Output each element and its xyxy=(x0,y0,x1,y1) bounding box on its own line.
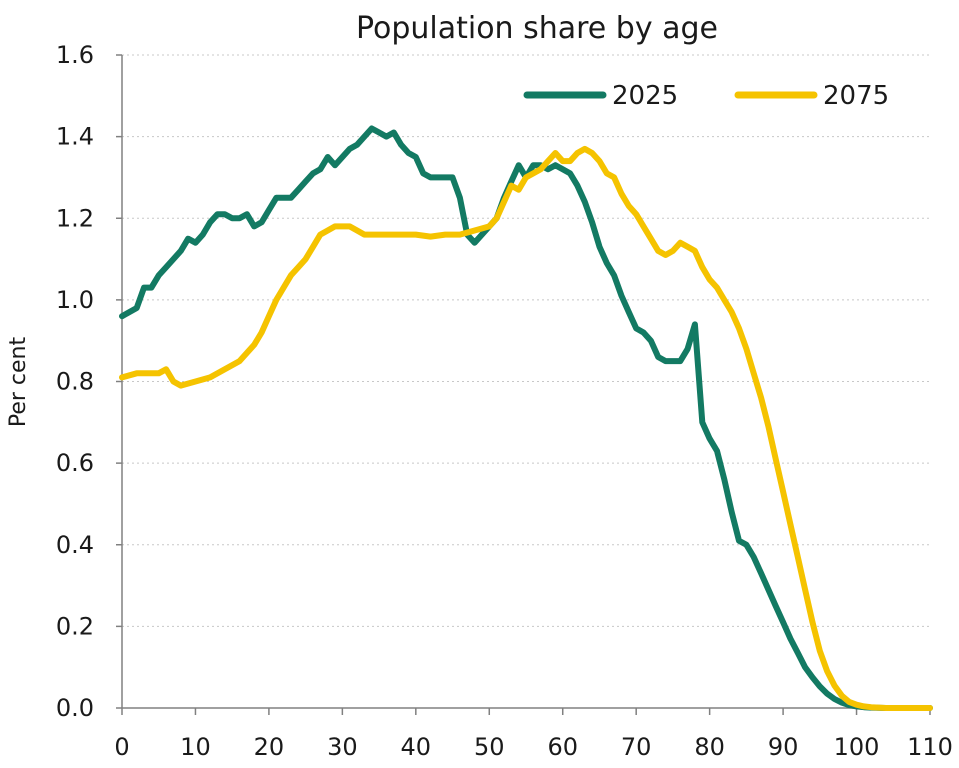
x-tick-90: 90 xyxy=(768,733,799,761)
x-tick-100: 100 xyxy=(834,733,880,761)
x-tick-60: 60 xyxy=(547,733,578,761)
axes xyxy=(116,54,931,715)
y-tick-0.8: 0.8 xyxy=(56,368,94,396)
y-tick-1.4: 1.4 xyxy=(56,123,94,151)
series-line-2075 xyxy=(119,145,933,711)
y-tick-0.4: 0.4 xyxy=(56,531,94,559)
y-tick-0.0: 0.0 xyxy=(56,694,94,722)
x-tick-70: 70 xyxy=(621,733,652,761)
x-tick-0: 0 xyxy=(114,733,129,761)
x-tick-labels: 0 10 20 30 40 50 60 70 80 90 100 110 xyxy=(114,733,953,761)
x-tick-10: 10 xyxy=(180,733,211,761)
y-tick-1.2: 1.2 xyxy=(56,204,94,232)
y-tick-0.6: 0.6 xyxy=(56,449,94,477)
legend-label-2025: 2025 xyxy=(612,81,678,111)
legend: 2025 2075 xyxy=(523,81,889,111)
x-tick-50: 50 xyxy=(474,733,505,761)
legend-label-2075: 2075 xyxy=(823,81,889,111)
y-axis-label: Per cent xyxy=(6,337,31,428)
series-lines xyxy=(119,125,933,711)
x-tick-30: 30 xyxy=(327,733,358,761)
x-tick-110: 110 xyxy=(907,733,953,761)
gridlines xyxy=(122,54,930,627)
x-tick-40: 40 xyxy=(401,733,432,761)
y-tick-0.2: 0.2 xyxy=(56,612,94,640)
x-tick-20: 20 xyxy=(254,733,285,761)
series-line-2025 xyxy=(119,125,933,711)
x-tick-80: 80 xyxy=(694,733,725,761)
chart-title: Population share by age xyxy=(356,11,718,46)
y-tick-1.6: 1.6 xyxy=(56,41,94,69)
y-tick-1.0: 1.0 xyxy=(56,286,94,314)
y-tick-labels: 0.0 0.2 0.4 0.6 0.8 1.0 1.2 1.4 1.6 xyxy=(56,41,94,722)
